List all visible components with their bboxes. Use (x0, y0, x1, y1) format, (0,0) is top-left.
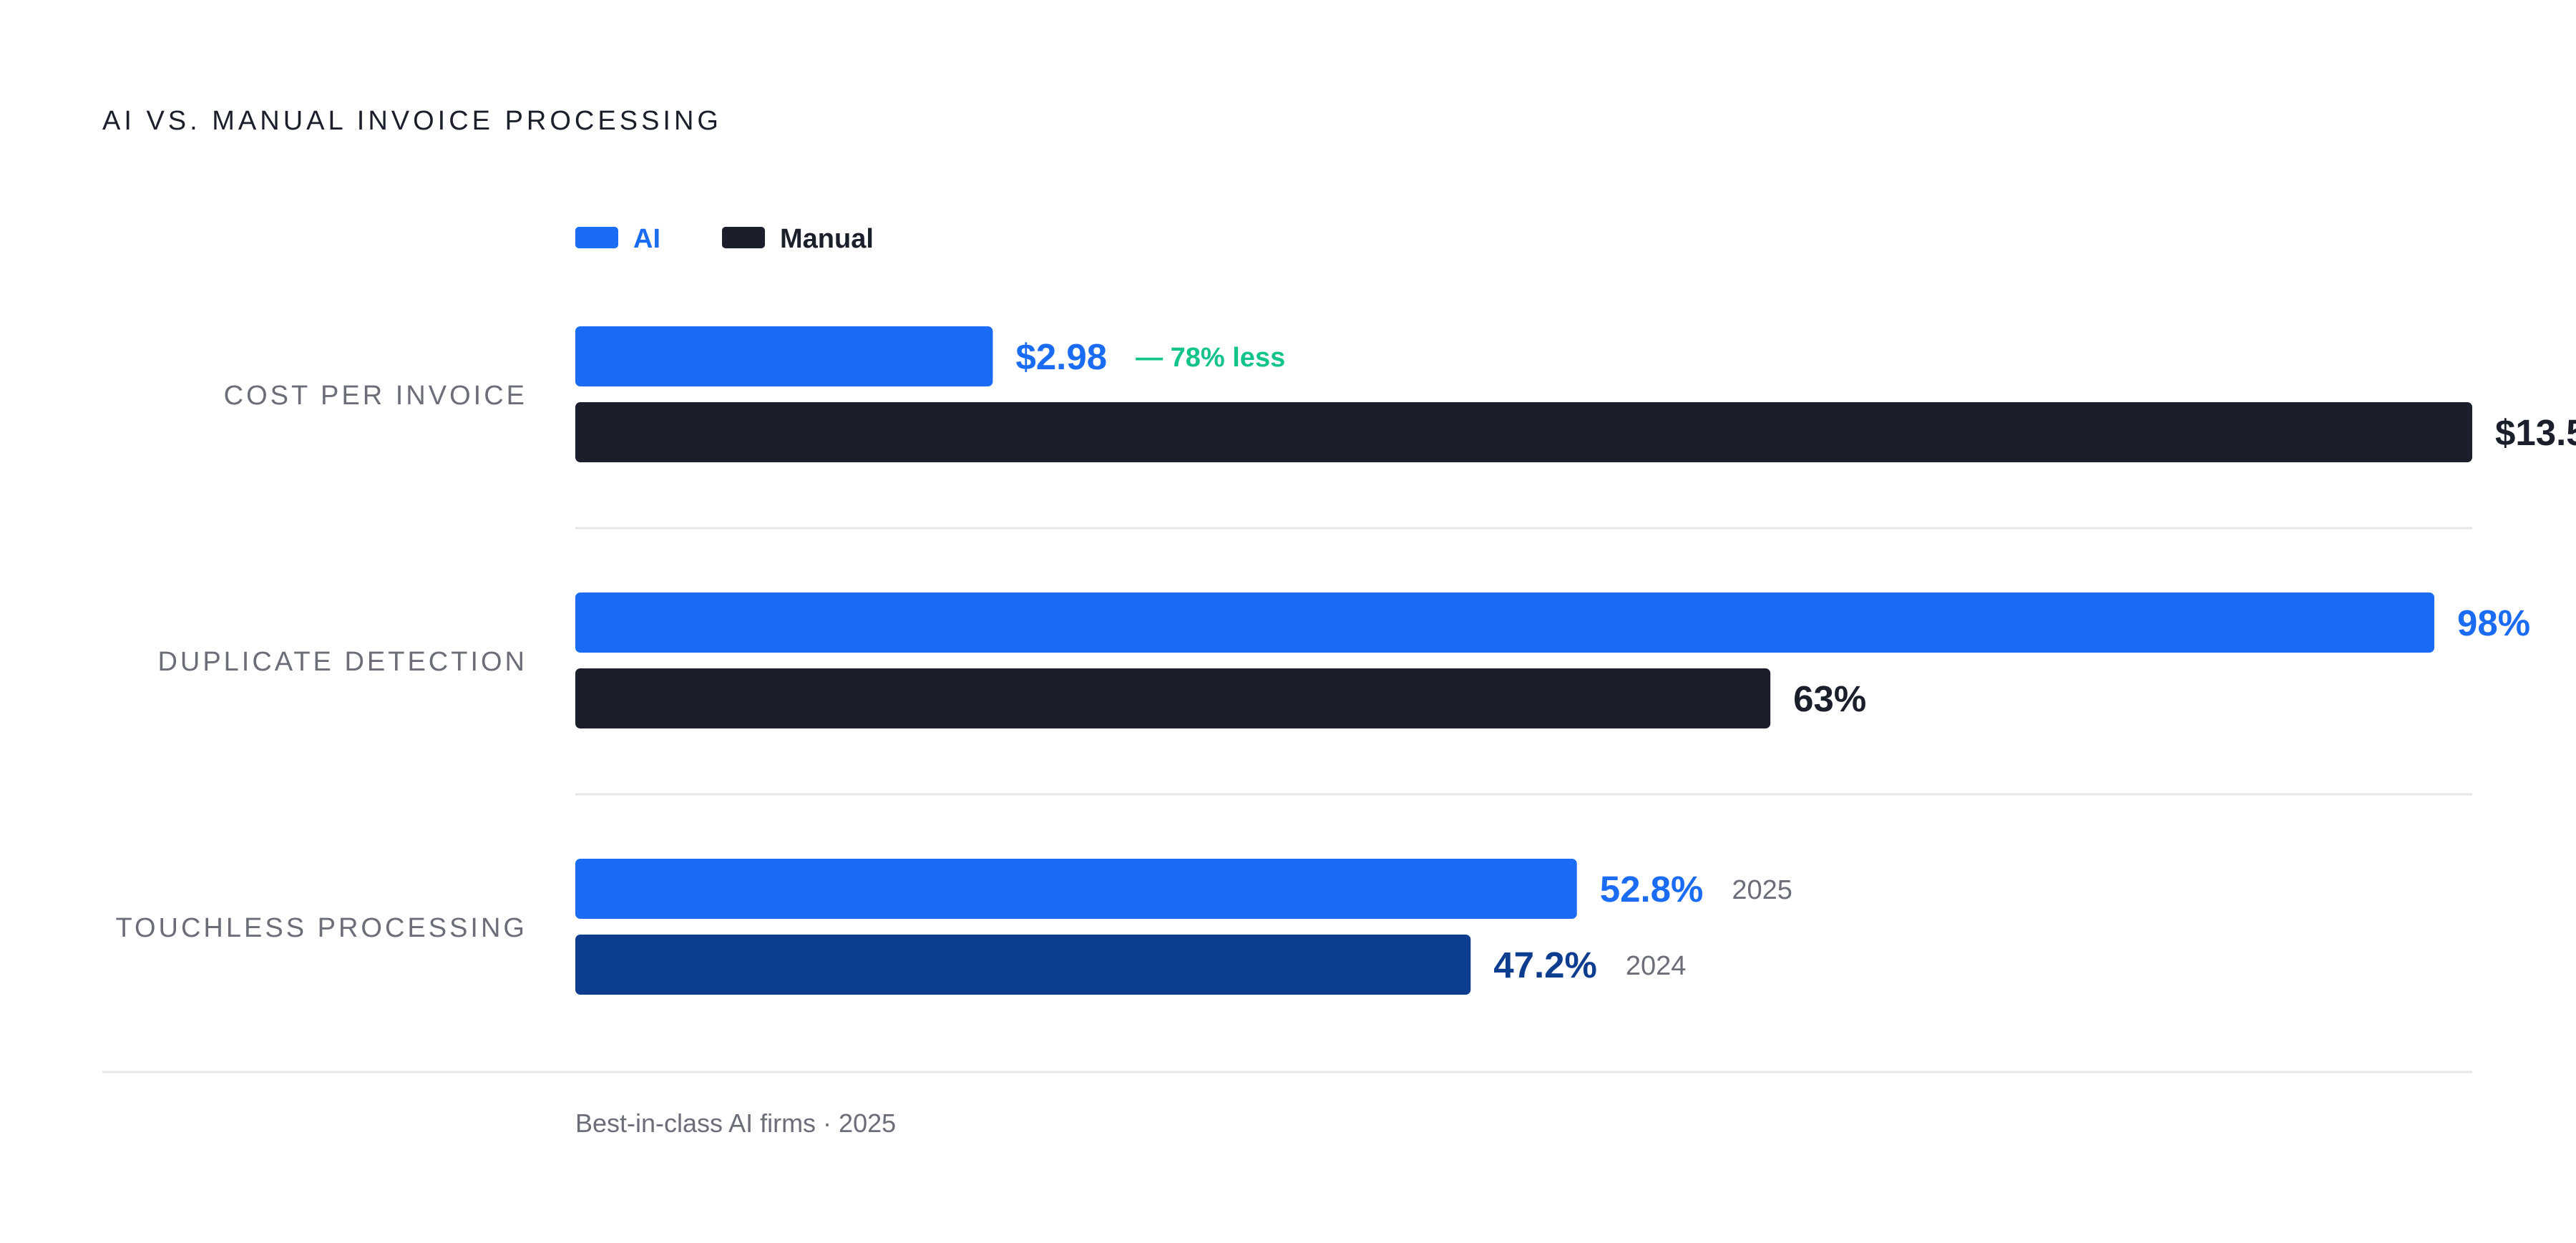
bar-duplicate-detection-manual (575, 668, 1771, 728)
value-label-cost-per-invoice-manual: $13.54 (2495, 412, 2576, 453)
legend-label-manual: Manual (780, 224, 874, 254)
year-label-touchless-processing-2024: 2024 (1626, 951, 1687, 981)
bars-layer: COST PER INVOICE $2.98 — 78% less $13.54 DUP… (115, 326, 2576, 995)
footer-note: Best-in-class AI firms · 2025 (575, 1108, 896, 1138)
bar-duplicate-detection-ai (575, 593, 2434, 653)
year-label-touchless-processing-2025: 2025 (1732, 875, 1792, 905)
bar-cost-per-invoice-manual (575, 402, 2472, 462)
bar-touchless-processing-2024 (575, 935, 1471, 995)
category-label-cost-per-invoice: COST PER INVOICE (224, 381, 527, 411)
value-label-touchless-processing-2025: 52.8% (1600, 869, 1704, 910)
bar-cost-per-invoice-ai (575, 326, 993, 386)
value-label-touchless-processing-2024: 47.2% (1493, 945, 1597, 985)
bar-touchless-processing-2025 (575, 859, 1577, 919)
value-label-cost-per-invoice-ai: $2.98 (1015, 336, 1107, 377)
legend-label-ai: AI (633, 224, 660, 254)
chart-title: AI VS. MANUAL INVOICE PROCESSING (102, 106, 722, 136)
category-label-duplicate-detection: DUPLICATE DETECTION (157, 647, 527, 677)
legend-swatch-manual (722, 227, 765, 248)
delta-note-cost-per-invoice-ai: — 78% less (1136, 343, 1285, 373)
value-label-duplicate-detection-manual: 63% (1793, 678, 1866, 719)
value-label-duplicate-detection-ai: 98% (2457, 603, 2530, 643)
legend-swatch-ai (575, 227, 618, 248)
legend: AI Manual (575, 224, 874, 254)
category-label-touchless-processing: TOUCHLESS PROCESSING (115, 913, 527, 943)
